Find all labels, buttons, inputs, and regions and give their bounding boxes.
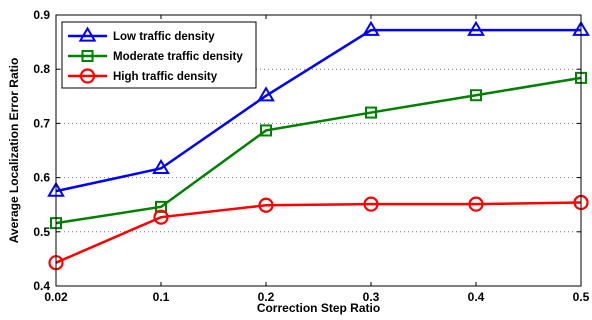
series-line xyxy=(55,201,582,264)
y-tick-label: 0.8 xyxy=(33,62,50,76)
legend-marker-square xyxy=(81,50,94,62)
data-point-triangle xyxy=(467,20,485,36)
data-point-square xyxy=(260,124,272,137)
y-axis-label: Average Localization Error Ratio xyxy=(7,58,21,244)
legend-item-low: Low traffic density xyxy=(68,26,215,43)
legend: Low traffic density Moderate traffic den… xyxy=(61,21,257,89)
y-tick-label: 0.4 xyxy=(33,279,50,293)
data-point-triangle xyxy=(362,20,380,36)
y-tick-label: 0.5 xyxy=(33,225,50,239)
series-line xyxy=(55,76,582,225)
legend-label-moderate: Moderate traffic density xyxy=(113,51,243,63)
data-point-square xyxy=(470,89,482,102)
series-group xyxy=(47,20,590,271)
y-tick-label: 0.6 xyxy=(33,171,50,185)
data-point-circle xyxy=(468,196,484,212)
axis-ticks: 0.4 0.5 0.6 0.7 0.8 0.9 0.02 0.1 0.2 0.3 0.4 0.5 xyxy=(33,8,589,304)
legend-item-high: High traffic density xyxy=(68,68,218,84)
legend-label-low: Low traffic density xyxy=(113,31,215,43)
x-tick-label: 0.3 xyxy=(363,290,380,304)
data-point-triangle xyxy=(152,158,170,175)
x-tick-label: 0.4 xyxy=(468,290,485,304)
legend-marker-triangle xyxy=(78,26,97,42)
series-square xyxy=(50,71,587,230)
y-tick-label: 0.7 xyxy=(33,116,50,130)
x-tick-label: 0.1 xyxy=(153,290,170,304)
y-tick-label: 0.9 xyxy=(33,8,50,22)
series-line xyxy=(55,28,581,193)
legend-marker-circle xyxy=(79,68,96,84)
data-point-circle xyxy=(258,197,274,213)
x-tick-label: 0.2 xyxy=(258,290,275,304)
data-point-square xyxy=(155,200,167,213)
legend-item-moderate: Moderate traffic density xyxy=(68,50,243,63)
plot-frame xyxy=(55,14,582,287)
legend-label-high: High traffic density xyxy=(113,71,218,83)
data-point-triangle xyxy=(257,86,275,102)
data-point-square xyxy=(365,106,377,119)
x-axis-label: Correction Step Ratio xyxy=(257,301,380,315)
data-point-circle xyxy=(153,209,169,225)
data-point-circle xyxy=(363,196,379,212)
x-tick-label: 0.02 xyxy=(44,290,68,304)
x-tick-label: 0.5 xyxy=(573,290,590,304)
series-circle xyxy=(48,194,589,271)
